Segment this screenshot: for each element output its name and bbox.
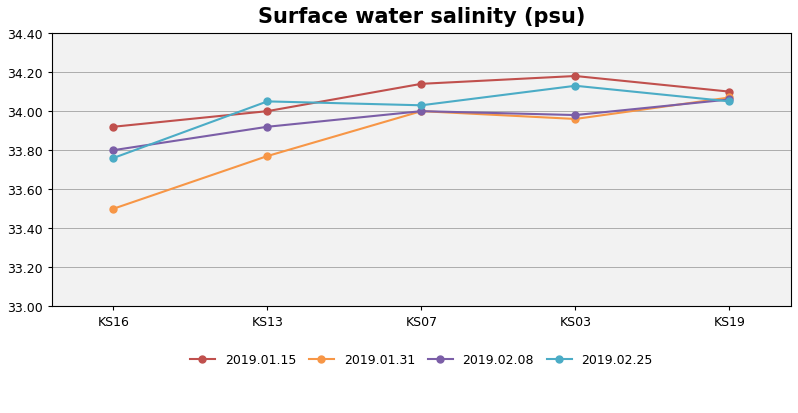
- 2019.02.08: [109, 148, 118, 153]
- 2019.01.15: [725, 90, 734, 95]
- Line: 2019.01.15: 2019.01.15: [110, 74, 733, 131]
- 2019.02.08: [571, 113, 580, 118]
- 2019.01.15: [417, 82, 426, 87]
- Title: Surface water salinity (psu): Surface water salinity (psu): [258, 7, 585, 27]
- 2019.02.25: [571, 84, 580, 89]
- 2019.01.31: [725, 96, 734, 101]
- 2019.02.25: [725, 100, 734, 104]
- 2019.02.08: [263, 125, 272, 130]
- 2019.01.15: [263, 109, 272, 114]
- 2019.01.31: [571, 117, 580, 122]
- Line: 2019.02.08: 2019.02.08: [110, 97, 733, 154]
- 2019.01.31: [417, 109, 426, 114]
- 2019.01.31: [263, 154, 272, 159]
- 2019.02.25: [417, 104, 426, 109]
- 2019.01.31: [109, 207, 118, 212]
- 2019.02.08: [417, 109, 426, 114]
- 2019.02.25: [109, 156, 118, 161]
- 2019.01.15: [571, 74, 580, 79]
- Line: 2019.01.31: 2019.01.31: [110, 95, 733, 213]
- 2019.02.25: [263, 100, 272, 104]
- 2019.02.08: [725, 98, 734, 103]
- Legend: 2019.01.15, 2019.01.31, 2019.02.08, 2019.02.25: 2019.01.15, 2019.01.31, 2019.02.08, 2019…: [185, 348, 658, 371]
- 2019.01.15: [109, 125, 118, 130]
- Line: 2019.02.25: 2019.02.25: [110, 83, 733, 162]
